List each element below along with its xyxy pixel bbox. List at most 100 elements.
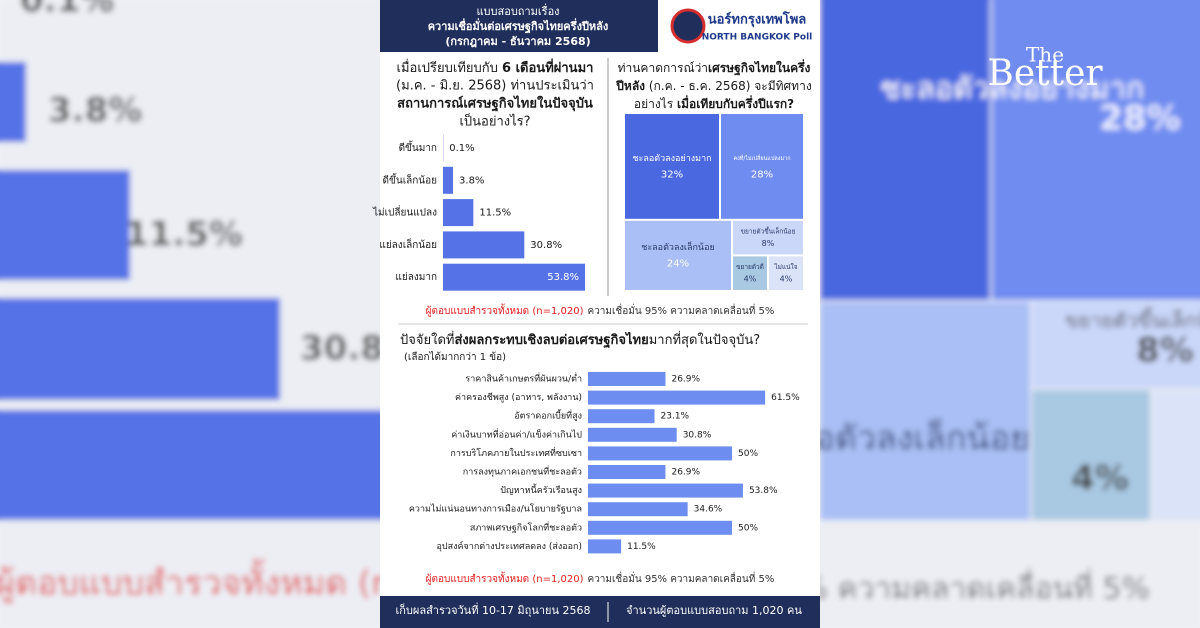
treemap-value: 4% [780,275,793,284]
value-label: 0.1% [449,143,474,154]
bg-bar [0,298,280,400]
treemap-label: ชะลอตัวลงอย่างมาก [632,154,711,164]
logo-th: นอร์ทกรุงเทพโพล [708,11,807,28]
value-label: 26.9% [671,375,700,385]
title-part: ปัจจัยใดที่ [400,331,454,348]
note-text: ความเชื่อมั่น 95% ความคลาดเคลื่อนที่ 5% [588,571,775,585]
category-label: ความไม่แน่นอนทางการเมือง/นโยบายรัฐบาล [409,504,582,515]
title-part: ท่านคาดการณ์ว่า [618,61,708,75]
treemap-label: ชะลอตัวลงเล็กน้อย [641,240,715,253]
header-line: ความเชื่อมั่นต่อเศรษฐกิจไทยครึ่งปีหลัง [428,18,609,34]
title-line: เป็นอย่างไร? [459,112,530,130]
title-line: ท่านคาดการณ์ว่าเศรษฐกิจไทยในครึ่ง [618,59,811,76]
category-label: ค่าครองชีพสูง (อาหาร, พลังงาน) [455,392,582,403]
footer-left: เก็บผลสำรวจวันที่ 10-17 มิถุนายน 2568 [396,602,591,617]
treemap-value: 24% [667,258,689,269]
category-label: อุปสงค์จากต่างประเทศลดลง (ส่งออก) [437,540,583,552]
treemap-value: 8% [762,239,775,248]
bg-bar [0,170,130,280]
footer-right: จำนวนผู้ตอบแบบสอบถาม 1,020 คน [626,604,802,617]
bg-text: ขยายตัวขึ้นเล็กน้อย [1065,307,1200,333]
treemap-value: 28% [751,169,773,180]
bg-text: 11.5% [125,215,243,255]
category-label: แย่ลงเล็กน้อย [379,237,437,251]
chart3-subtitle: (เลือกได้มากกว่า 1 ข้อ) [404,351,506,363]
value-label: 3.8% [459,175,484,186]
bar [588,465,666,479]
bar [443,231,525,259]
bg-box [1032,302,1200,388]
chart3-title: ปัจจัยใดที่ส่งผลกระทบเชิงลบต่อเศรษฐกิจไท… [400,331,760,349]
title-line: ปีหลัง (ก.ค. - ธ.ค. 2568) จะมีทิศทาง [616,79,812,93]
bar [443,166,454,194]
note: ผู้ตอบแบบสำรวจทั้งหมด (n=1,020) ความเชื่อ… [426,571,775,585]
bar [443,199,474,227]
category-label: แย่ลงมาก [395,272,437,283]
bg-box [820,0,990,300]
treemap-box [733,256,767,290]
category-label: อัตราดอกเบี้ยที่สูง [514,409,582,422]
bg-text: ชะลอตัวลงอย่างมาก [880,72,1144,107]
bar [588,390,766,405]
logo-en: NORTH BANGKOK Poll [702,33,813,43]
treemap-box [625,220,731,290]
value-label: 11.5% [627,542,656,552]
title-line: อย่างไร เมื่อเทียบกับครึ่งปีแรก? [634,95,794,111]
bar [588,427,677,442]
category-label: ดีขึ้นเล็กน้อย [383,172,437,186]
title-part: เศรษฐกิจไทยในครึ่ง [708,59,811,76]
bg-bar [0,62,26,142]
note-highlight: ผู้ตอบแบบสำรวจทั้งหมด (n=1,020) [426,571,584,585]
category-label: ดีขึ้นมาก [399,140,437,154]
treemap-label: ไม่แน่ใจ [773,263,797,271]
header-line: แบบสอบถามเรื่อง [476,3,559,18]
bar [588,372,666,386]
title-line: สถานการณ์เศรษฐกิจไทยในปัจจุบัน [397,95,593,113]
note-highlight: ผู้ตอบแบบสำรวจทั้งหมด (n=1,020) [426,303,584,317]
treemap-value: 32% [661,169,683,180]
bg-bar [0,410,390,520]
bg-box [1032,390,1150,520]
value-label: 30.8% [683,430,712,440]
category-label: การบริโภคภายในประเทศที่ซบเซา [450,446,582,459]
footer-bar [380,596,820,628]
title-line: เมื่อเปรียบเทียบกับ 6 เดือนที่ผ่านมา [397,58,594,76]
bar [588,502,688,517]
title-part: มากที่สุดในปัจจุบัน? [649,331,760,348]
bg-text: 4% [1071,459,1129,499]
value-label: 61.5% [771,393,800,403]
bar [588,520,732,535]
bar [588,446,732,461]
category-label: ไม่เปลี่ยนแปลง [372,205,437,219]
logo-emblem [670,8,706,44]
category-label: ค่าเงินบาทที่อ่อนค่า/แข็งค่าเกินไป [451,427,582,440]
value-label: 53.8% [547,272,579,283]
title-part: (ก.ค. - ธ.ค. 2568) จะมีทิศทาง [645,79,812,93]
value-label: 34.6% [694,505,723,515]
chart1-title: เมื่อเปรียบเทียบกับ 6 เดือนที่ผ่านมา (ม.… [396,58,594,130]
title-part: เมื่อเปรียบเทียบกับ [397,59,503,76]
note: ผู้ตอบแบบสำรวจทั้งหมด (n=1,020) ความเชื่อ… [426,303,775,317]
bar [588,483,743,498]
category-label: ราคาสินค้าเกษตรที่ผันผวน/ต่ำ [465,372,582,385]
chart2-title: ท่านคาดการณ์ว่าเศรษฐกิจไทยในครึ่ง ปีหลัง… [616,59,812,111]
bg-box [1152,390,1200,520]
category-label: สภาพเศรษฐกิจโลกที่ชะลอตัว [470,520,582,533]
value-label: 53.8% [749,486,778,496]
title-part: ส่งผลกระทบเชิงลบต่อเศรษฐกิจไทย [454,331,648,349]
category-label: การลงทุนภาคเอกชนที่ชะลอตัว [463,465,582,478]
title-part: 6 เดือนที่ผ่านมา [502,58,593,76]
treemap-box [733,220,803,255]
value-label: 30.8% [530,240,562,251]
value-label: 50% [738,523,758,533]
brand-large: Better [987,53,1103,94]
treemap-value: 4% [744,275,757,284]
title-line: (ม.ค. - มิ.ย. 2568) ท่านประเมินว่า [396,79,594,94]
bg-box [820,302,1030,520]
value-label: 11.5% [479,208,511,219]
bg-box [992,0,1200,300]
category-label: ปัญหาหนี้ครัวเรือนสูง [500,483,582,496]
value-label: 26.9% [671,468,700,478]
bg-text: 8% [1136,331,1194,371]
